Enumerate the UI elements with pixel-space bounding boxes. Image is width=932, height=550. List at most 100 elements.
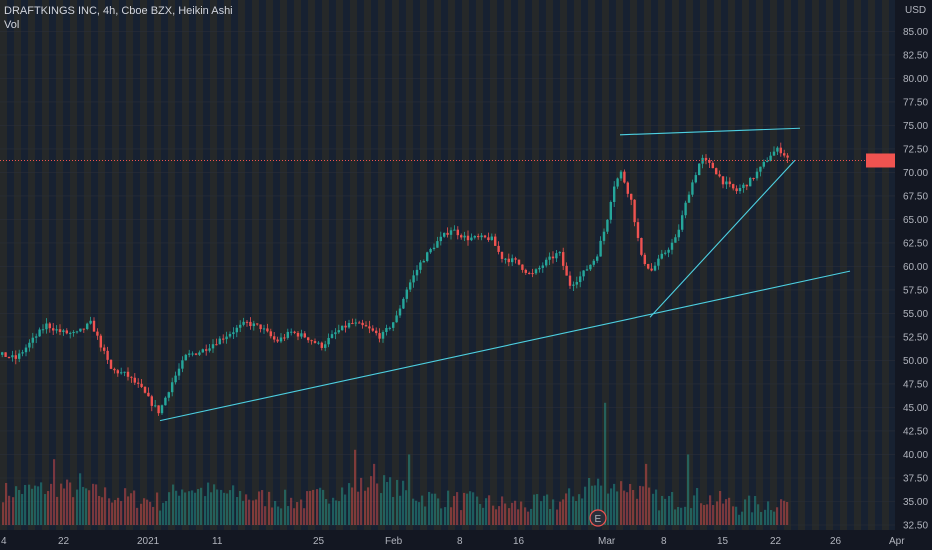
stripe bbox=[714, 0, 721, 530]
price-tick-label: 67.50 bbox=[903, 191, 928, 202]
earnings-marker[interactable]: E bbox=[589, 509, 607, 527]
volume-bar bbox=[104, 487, 107, 525]
candle-body bbox=[262, 328, 266, 330]
candle-body bbox=[300, 333, 303, 337]
candle-body bbox=[715, 168, 718, 175]
volume-bar bbox=[479, 503, 482, 525]
candle-body bbox=[769, 155, 772, 161]
stripe bbox=[21, 0, 28, 530]
candle-body bbox=[86, 323, 89, 330]
trendline bbox=[649, 159, 796, 318]
stripe bbox=[392, 0, 399, 530]
volume-bar bbox=[44, 494, 47, 525]
volume-bar bbox=[668, 495, 671, 525]
candle-body bbox=[181, 360, 184, 369]
volume-bar bbox=[56, 496, 59, 525]
stripe bbox=[385, 0, 392, 530]
currency-label: USD bbox=[905, 5, 926, 16]
candle-body bbox=[585, 269, 589, 271]
stripe bbox=[756, 0, 763, 530]
price-tick-label: 55.00 bbox=[903, 309, 928, 320]
time-tick-label: 25 bbox=[313, 536, 325, 547]
volume-bar bbox=[175, 490, 178, 525]
candle-body bbox=[259, 324, 262, 330]
candle-body bbox=[783, 153, 786, 156]
volume-bar bbox=[24, 484, 27, 525]
stripe bbox=[343, 0, 350, 530]
candle-body bbox=[147, 392, 150, 397]
candle-body bbox=[708, 160, 711, 163]
volume-bar bbox=[680, 507, 683, 525]
stripe bbox=[693, 0, 700, 530]
candle-body bbox=[786, 155, 789, 158]
price-tick-label: 57.50 bbox=[903, 285, 928, 296]
price-tick-label: 60.00 bbox=[903, 262, 928, 273]
candle-body bbox=[347, 322, 351, 328]
stripe bbox=[350, 0, 357, 530]
volume-bar bbox=[556, 509, 559, 525]
candle-body bbox=[473, 236, 476, 238]
volume-bar bbox=[197, 489, 200, 525]
volume-bar bbox=[732, 506, 735, 525]
candle-body bbox=[735, 188, 738, 192]
volume-bar bbox=[319, 487, 322, 525]
volume-bar bbox=[706, 504, 709, 525]
volume-bar bbox=[181, 489, 184, 525]
earnings-icon[interactable] bbox=[589, 509, 607, 527]
candle-body bbox=[130, 376, 133, 378]
volume-bar bbox=[268, 491, 271, 525]
volume-bar bbox=[351, 487, 354, 525]
stripe bbox=[658, 0, 665, 530]
stripe bbox=[616, 0, 623, 530]
candle-body bbox=[79, 328, 82, 332]
symbol-title: DRAFTKINGS INC, 4h, Cboe BZX, Heikin Ash… bbox=[4, 5, 233, 17]
volume-bar bbox=[722, 503, 725, 525]
candle-body bbox=[385, 327, 388, 333]
stripe bbox=[721, 0, 728, 530]
volume-bar bbox=[328, 503, 331, 525]
volume-bar bbox=[684, 506, 687, 525]
candle-body bbox=[463, 235, 466, 238]
price-tick-label: 82.50 bbox=[903, 50, 928, 61]
volume-bar bbox=[165, 501, 168, 525]
candle-body bbox=[395, 315, 398, 323]
volume-bar bbox=[610, 488, 613, 525]
stripe bbox=[322, 0, 329, 530]
candle-body bbox=[1, 352, 4, 355]
candle-body bbox=[184, 354, 187, 361]
candle-body bbox=[18, 353, 21, 359]
stripe bbox=[651, 0, 658, 530]
volume-bar bbox=[226, 493, 229, 525]
trendlines[interactable] bbox=[159, 127, 851, 422]
candle-body bbox=[541, 265, 544, 268]
candle-body bbox=[596, 256, 599, 261]
candle-body bbox=[38, 329, 41, 337]
candle-body bbox=[167, 392, 170, 398]
candle-body bbox=[351, 322, 354, 324]
stripe bbox=[175, 0, 182, 530]
time-axis[interactable]: 4 22 2021 11 25 Feb 8 16 Mar 8 15 22 26 Apr bbox=[0, 530, 932, 550]
stripe bbox=[189, 0, 196, 530]
stripe bbox=[462, 0, 469, 530]
price-axis[interactable]: USD 85.00 82.50 80.00 77.50 75.00 72.50 70.00 67… bbox=[895, 0, 932, 550]
stripe bbox=[504, 0, 511, 530]
candle-body bbox=[215, 344, 218, 346]
candle-body bbox=[670, 242, 674, 250]
volume-bar bbox=[348, 483, 351, 525]
candle-body bbox=[398, 308, 402, 316]
volume-bar bbox=[568, 488, 571, 525]
volume-bar bbox=[31, 488, 34, 525]
candle-body bbox=[684, 202, 687, 216]
candle-body bbox=[487, 237, 490, 241]
stripe bbox=[770, 0, 777, 530]
stripe bbox=[889, 0, 896, 530]
stripe bbox=[448, 0, 455, 530]
volume-bar bbox=[450, 507, 453, 525]
candle-body bbox=[388, 327, 391, 329]
volume-bar bbox=[716, 501, 719, 525]
volume-bar bbox=[188, 491, 191, 525]
volume-bar bbox=[133, 490, 136, 525]
volume-bar bbox=[469, 491, 472, 525]
stripe bbox=[378, 0, 385, 530]
